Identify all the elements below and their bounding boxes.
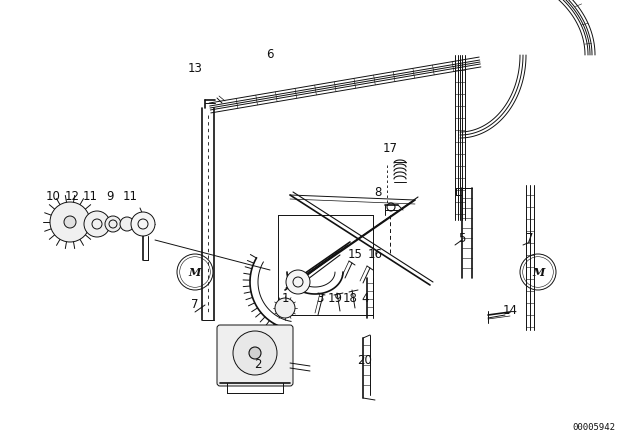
Circle shape (84, 211, 110, 237)
Text: 11: 11 (83, 190, 97, 202)
Circle shape (50, 202, 90, 242)
Text: 20: 20 (358, 353, 372, 366)
Text: 5: 5 (458, 232, 466, 245)
Text: 7: 7 (191, 298, 199, 311)
Text: 11: 11 (122, 190, 138, 202)
Circle shape (249, 347, 261, 359)
Text: 13: 13 (188, 61, 202, 74)
FancyBboxPatch shape (217, 325, 293, 386)
Circle shape (233, 331, 277, 375)
Text: 2: 2 (254, 358, 262, 371)
Text: 6: 6 (266, 48, 274, 61)
Text: 00005942: 00005942 (572, 423, 615, 432)
Circle shape (286, 270, 310, 294)
Text: M: M (532, 267, 544, 277)
Text: 9: 9 (106, 190, 114, 202)
Circle shape (105, 216, 121, 232)
Text: 18: 18 (342, 292, 357, 305)
Circle shape (64, 216, 76, 228)
Text: 8: 8 (374, 185, 381, 198)
Circle shape (275, 298, 295, 318)
Text: 19: 19 (328, 292, 342, 305)
Text: 3: 3 (316, 292, 324, 305)
Circle shape (131, 212, 155, 236)
Text: 1: 1 (281, 292, 289, 305)
Text: 17: 17 (383, 142, 397, 155)
Text: 7: 7 (526, 232, 534, 245)
Circle shape (120, 217, 134, 231)
Text: 16: 16 (367, 249, 383, 262)
Text: 4: 4 (361, 292, 369, 305)
Text: M: M (189, 267, 201, 277)
Text: 12: 12 (65, 190, 79, 202)
Text: 10: 10 (45, 190, 60, 202)
Text: 14: 14 (502, 303, 518, 316)
Text: 15: 15 (348, 249, 362, 262)
